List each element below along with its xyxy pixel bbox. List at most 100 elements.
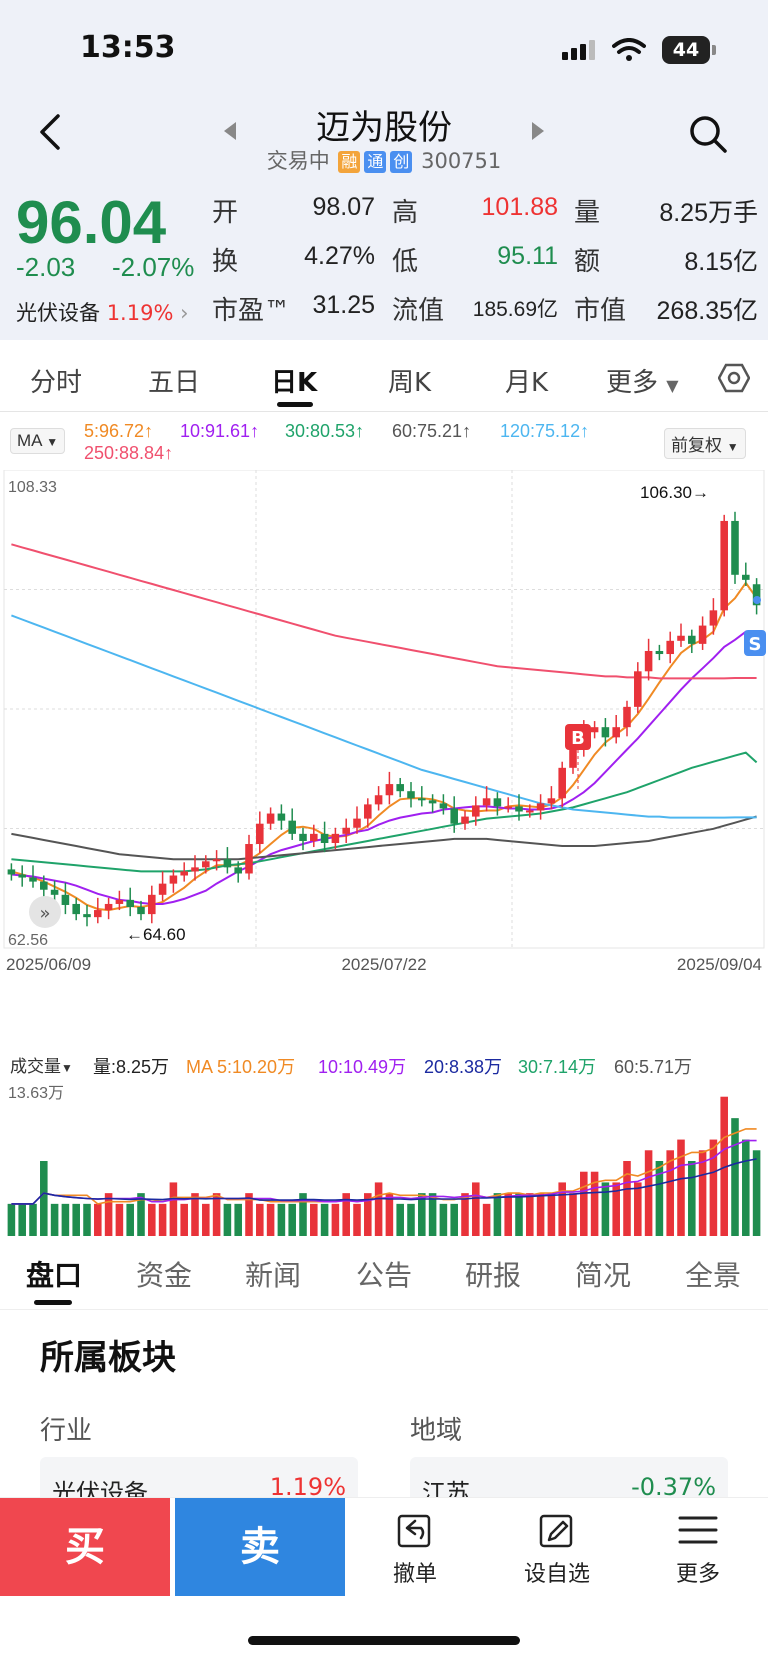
volume-bar (266, 1203, 275, 1236)
volume-bar (688, 1161, 696, 1236)
volume-chart[interactable]: 13.63万 (0, 1078, 768, 1238)
kline-chart[interactable]: 108.33 62.56 106.30→ ←64.60 2025/06/09 2025/0… (0, 470, 768, 1040)
period-tabs: 分时 五日 日K 周K 月K 更多 ▼ (0, 348, 768, 412)
tab-announcements[interactable]: 公告 (356, 1259, 413, 1292)
amount-label: 额 (574, 247, 601, 277)
back-icon[interactable] (36, 112, 64, 152)
candle-body (698, 625, 707, 644)
volume-bar (461, 1193, 469, 1236)
ma10-value: 10:91.61↑ (180, 421, 260, 441)
volume-selector[interactable]: 成交量▼ (4, 1050, 79, 1079)
volume-bar (158, 1203, 167, 1236)
candle-body (569, 747, 577, 768)
settings-icon[interactable] (718, 362, 750, 394)
next-stock-icon[interactable] (530, 120, 546, 142)
chevron-right-icon: › (180, 301, 189, 325)
tab-weekly-k[interactable]: 周K (388, 368, 432, 398)
buy-button[interactable]: 买 (0, 1498, 170, 1596)
candle-body (742, 574, 750, 580)
tab-news[interactable]: 新闻 (245, 1259, 302, 1292)
volume-bar (439, 1203, 448, 1236)
volume-bar (590, 1171, 599, 1236)
low-marker-label: ←64.60 (126, 925, 186, 944)
tab-daily-k[interactable]: 日K (271, 368, 318, 398)
tab-more[interactable]: 更多 ▼ (606, 362, 679, 399)
menu-icon (678, 1516, 718, 1544)
candle-body (115, 899, 124, 904)
sector-link[interactable]: 光伏设备 1.19% › (16, 297, 189, 327)
volume-label: 量 (574, 198, 601, 228)
cancel-order-button[interactable]: 撤单 (355, 1510, 475, 1588)
volume-bar (536, 1193, 545, 1236)
tab-funds[interactable]: 资金 (136, 1259, 193, 1292)
candle-body (61, 894, 70, 905)
ma-line-ma250 (11, 543, 757, 680)
candle-body (752, 584, 761, 606)
ma60-value: 60:75.21↑ (392, 421, 472, 441)
sector-section: 所属板块 行业 地域 光伏设备 1.19% 江苏 -0.37% (0, 1310, 768, 1517)
ma-selector-label: MA (17, 431, 42, 450)
volume-bar (277, 1203, 286, 1236)
sector-title: 所属板块 (40, 1338, 176, 1378)
tab-monthly-k[interactable]: 月K (505, 368, 549, 398)
volume-value: 8.25万手 (659, 199, 758, 227)
tab-orderbook[interactable]: 盘口 (26, 1259, 83, 1292)
add-watchlist-button[interactable]: 设自选 (497, 1510, 617, 1588)
price-change-pct: -2.07% (112, 252, 195, 282)
candle-body (223, 859, 232, 868)
ma-selector[interactable]: MA ▼ (10, 428, 66, 454)
volume-bar (137, 1193, 145, 1236)
volume-max-label: 13.63万 (8, 1085, 64, 1102)
more-button[interactable]: 更多 (638, 1510, 758, 1588)
x-axis-label: 2025/09/04 (677, 955, 762, 974)
tab-intraday[interactable]: 分时 (30, 368, 83, 398)
volume-bar (634, 1182, 642, 1236)
volume-bar (331, 1203, 340, 1236)
candle-body (418, 798, 426, 801)
cancel-order-label: 撤单 (392, 1562, 437, 1587)
ma5-value: 5:96.72↑ (84, 421, 154, 441)
volume-bar (698, 1150, 707, 1236)
candle-body (450, 808, 458, 824)
vol-today: 量:8.25万 (93, 1057, 170, 1077)
turnover-label: 换 (212, 247, 239, 277)
sell-button[interactable]: 卖 (175, 1498, 345, 1596)
volume-bar (94, 1203, 102, 1236)
stock-name: 迈为股份 (316, 108, 452, 148)
volume-bar (234, 1203, 242, 1236)
vol-ma60: 60:5.71万 (614, 1057, 693, 1077)
high-label: 高 (392, 198, 419, 228)
status-time: 13:53 (80, 30, 176, 65)
candle-body (277, 813, 286, 821)
candle-body (720, 520, 728, 611)
high-marker-label: 106.30→ (640, 483, 709, 502)
tab-overview[interactable]: 全景 (685, 1259, 742, 1292)
volume-bar (212, 1193, 221, 1236)
tab-five-day[interactable]: 五日 (148, 368, 201, 398)
volume-bar (623, 1161, 631, 1236)
volume-bar (29, 1203, 37, 1236)
volume-bar (7, 1203, 16, 1236)
stock-subtitle: 交易中 融通创 300751 (0, 145, 768, 175)
stock-code: 300751 (421, 149, 502, 173)
ma-legend: MA ▼ 5:96.72↑ 10:91.61↑ 30:80.53↑ 60:75.… (0, 420, 768, 468)
volume-bar (202, 1203, 210, 1236)
search-icon[interactable] (688, 114, 728, 154)
volume-bar (569, 1193, 577, 1236)
wifi-icon (612, 38, 646, 61)
candle-body (310, 833, 318, 841)
sector-pct: 1.19% (106, 301, 174, 325)
tab-research[interactable]: 研报 (465, 1259, 522, 1292)
candle-body (148, 894, 156, 915)
volume-bar (472, 1182, 480, 1236)
candle-body (428, 800, 437, 804)
caret-down-icon: ▼ (726, 440, 739, 454)
volume-bar (299, 1193, 307, 1236)
candle-body (320, 833, 329, 843)
expand-button-icon (29, 896, 61, 928)
tab-profile[interactable]: 简况 (575, 1259, 632, 1292)
quote-panel (0, 180, 768, 340)
industry-label: 行业 (40, 1416, 93, 1446)
adjust-selector[interactable]: 前复权 ▼ (664, 428, 746, 459)
prev-stock-icon[interactable] (222, 120, 238, 142)
